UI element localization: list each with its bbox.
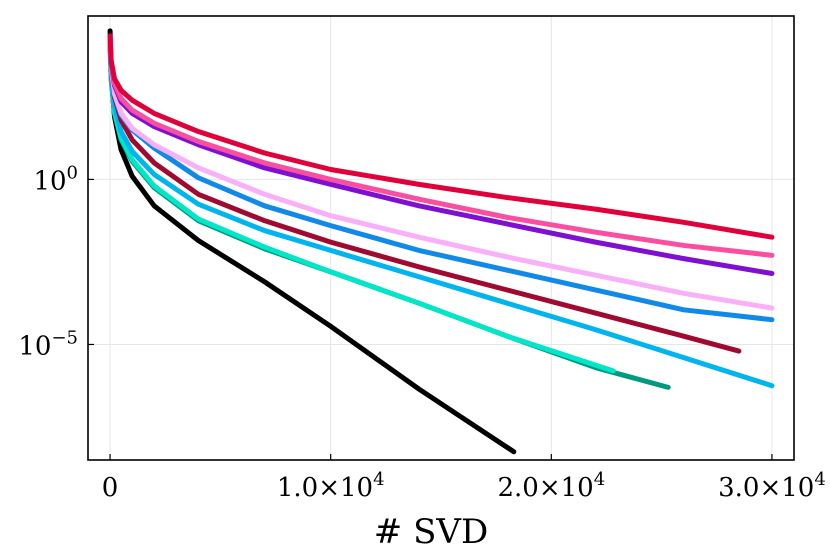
series-line-sky-blue	[107, 41, 775, 389]
tick-exponent: 0	[67, 162, 78, 183]
y-tick-label-1: 10−5	[18, 327, 78, 361]
axis-ticks	[88, 178, 773, 460]
plot-frame	[87, 15, 795, 461]
tick-exponent: −5	[51, 327, 78, 348]
y-tick-label-0: 100	[33, 162, 78, 196]
x-tick-label-3: 3.0×104	[718, 469, 826, 503]
x-tick-label-0: 0	[102, 473, 119, 503]
series-layer	[107, 28, 775, 455]
tick-exponent: 4	[594, 469, 605, 490]
x-axis-title: # SVD	[374, 512, 488, 552]
x-tick-label-2: 2.0×104	[497, 469, 605, 503]
x-tick-label-1: 1.0×104	[277, 469, 385, 503]
series-line-pink	[107, 34, 775, 258]
tick-exponent: 4	[814, 469, 825, 490]
series-line-light-pink	[107, 38, 775, 311]
tick-exponent: 4	[373, 469, 384, 490]
series-line-crimson	[107, 33, 775, 240]
